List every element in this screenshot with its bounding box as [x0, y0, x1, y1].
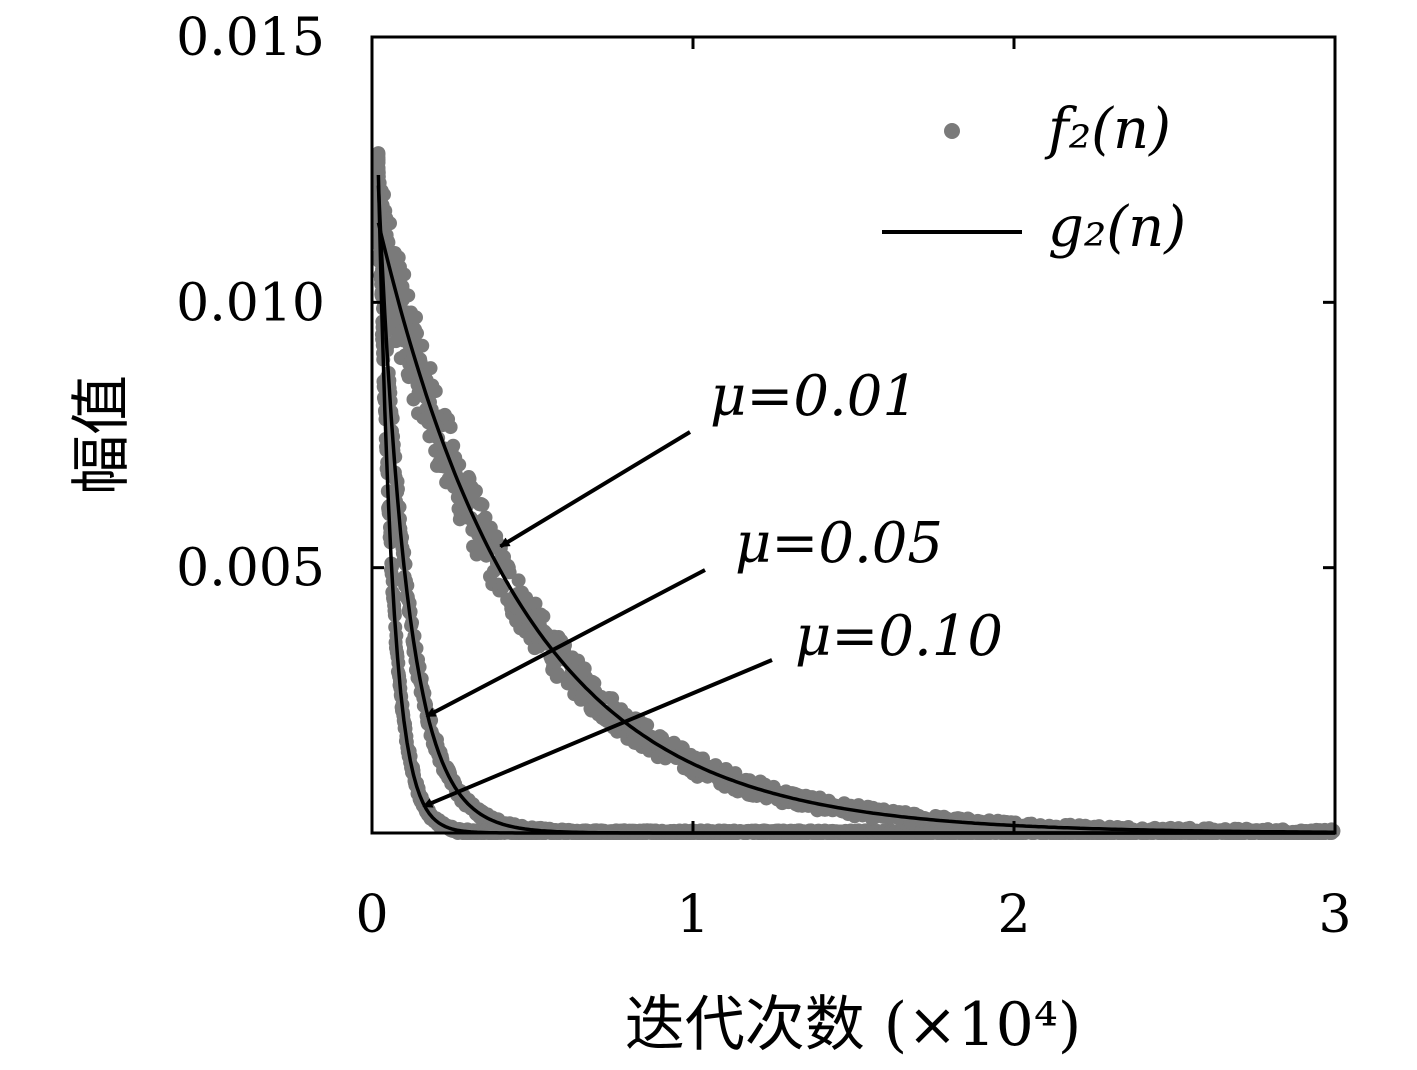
fit-line	[376, 185, 1335, 835]
scatter-point	[728, 766, 743, 781]
scatter-point	[550, 666, 565, 681]
scatter-point	[528, 596, 543, 611]
y-tick-label: 0.010	[176, 273, 325, 333]
legend: f₂(n) g₂(n)	[882, 97, 1186, 260]
scatter-point	[423, 361, 438, 376]
scatter-point	[511, 573, 526, 588]
scatter-point	[397, 267, 412, 282]
plot-frame	[370, 35, 1337, 835]
scatter-layer	[371, 146, 1341, 840]
annotation-arrow-mu-0-10	[422, 658, 773, 809]
annotation-mu-0-10: μ=0.10	[422, 604, 1003, 809]
x-tick-label: 3	[1318, 885, 1351, 945]
x-tick-label: 0	[355, 885, 388, 945]
scatter-point	[536, 609, 551, 624]
scatter-point	[446, 438, 461, 453]
scatter-point	[640, 718, 655, 733]
x-tick-label: 2	[997, 885, 1030, 945]
scatter-point	[468, 484, 483, 499]
annotation-mu-0-05: μ=0.05	[425, 511, 943, 719]
scatter-point	[401, 288, 416, 303]
fit-line	[376, 222, 1335, 834]
x-axis-title: 迭代次数 (×10⁴)	[625, 990, 1082, 1060]
legend-marker-f2	[944, 123, 960, 139]
scatter-point	[415, 338, 430, 353]
scatter-point	[475, 497, 490, 512]
scatter-point	[408, 310, 423, 325]
annotation-label-mu-0-01: μ=0.01	[710, 364, 918, 429]
legend-label-f2: f₂(n)	[1044, 97, 1171, 162]
line-layer	[376, 174, 1335, 835]
scatter-point	[502, 565, 517, 580]
annotation-mu-0-01: μ=0.01	[499, 364, 918, 549]
y-tick-label: 0.005	[176, 539, 325, 599]
y-axis-title: 幅值	[67, 375, 137, 495]
scatter-point	[371, 155, 386, 170]
legend-label-g2: g₂(n)	[1048, 195, 1186, 260]
ticks-layer: 0 1 2 3 0.005 0.010 0.015	[176, 8, 1351, 945]
annotation-label-mu-0-10: μ=0.10	[795, 604, 1003, 669]
fit-line	[376, 174, 1335, 835]
scatter-point	[443, 420, 458, 435]
x-tick-label: 1	[676, 885, 709, 945]
scatter-point	[452, 457, 467, 472]
scatter-point	[428, 384, 443, 399]
y-tick-label: 0.015	[176, 8, 325, 68]
annotation-arrow-mu-0-05	[425, 568, 706, 719]
scatter-point	[410, 326, 425, 341]
annotation-label-mu-0-05: μ=0.05	[735, 511, 943, 576]
annotation-arrow-mu-0-01	[499, 430, 692, 549]
